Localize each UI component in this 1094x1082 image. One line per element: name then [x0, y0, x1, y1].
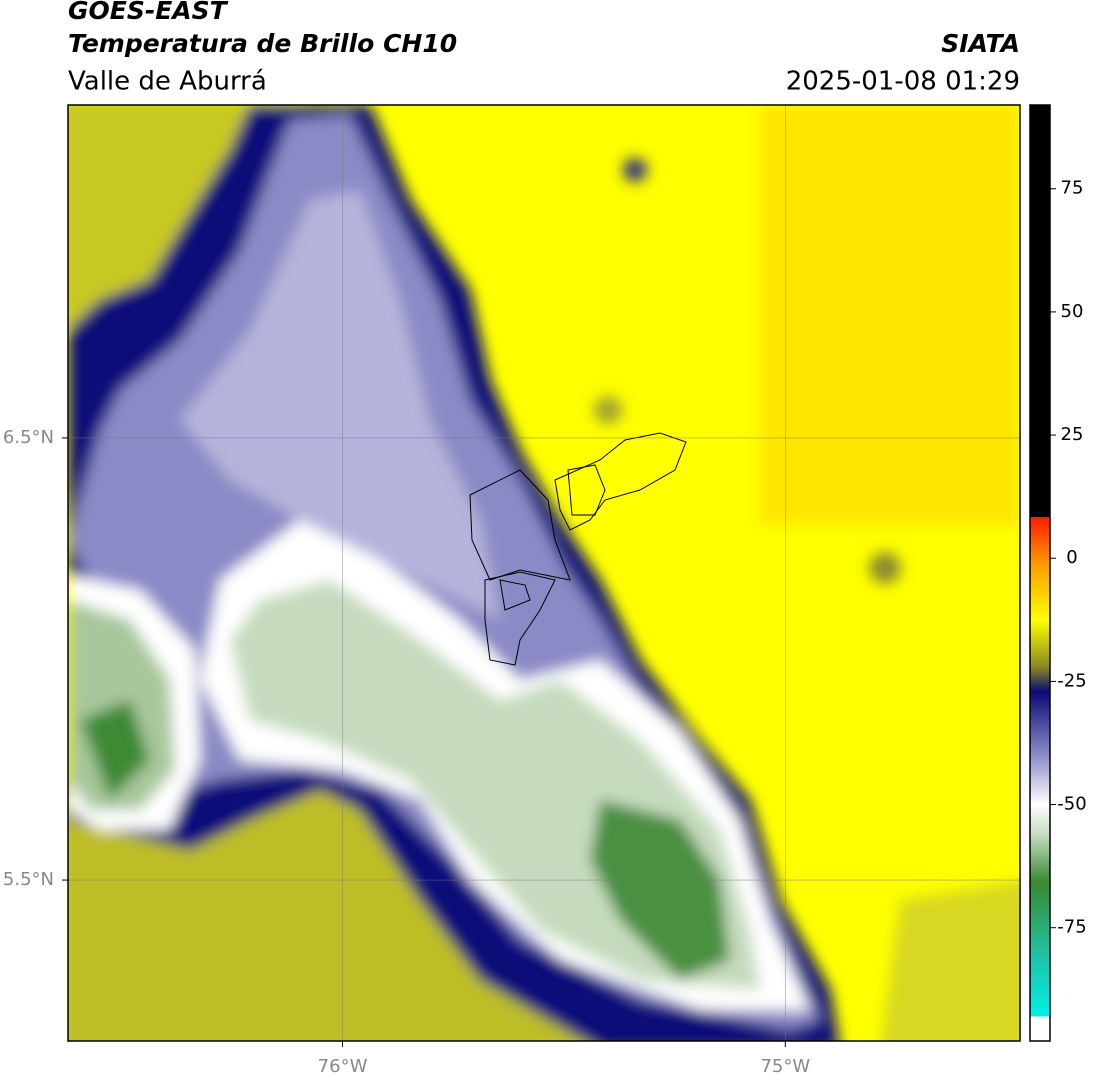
- region: Valle de Aburrá: [68, 67, 267, 97]
- x-tick-label: 75°W: [760, 1056, 810, 1077]
- colorbar-tick-label: -50: [1057, 794, 1086, 815]
- x-tick-label: 76°W: [318, 1056, 368, 1077]
- graticule: [68, 105, 1020, 1041]
- colorbar-tick-label: 75: [1061, 178, 1084, 199]
- map-image: [68, 105, 1020, 1041]
- municipality-outlines: [469, 432, 687, 666]
- source: SIATA: [941, 29, 1020, 58]
- colorbar-tick-label: -75: [1057, 917, 1086, 938]
- y-tick-label: 6.5°N: [3, 427, 54, 448]
- satellite: GOES-EAST: [68, 0, 229, 25]
- colorbar: [1029, 104, 1051, 1042]
- y-tick-label: 5.5°N: [3, 869, 54, 890]
- timestamp: 2025-01-08 01:29: [786, 67, 1020, 97]
- colorbar-tick-label: -25: [1057, 670, 1086, 691]
- map-frame: [67, 104, 1021, 1042]
- colorbar-tick-label: 50: [1061, 301, 1084, 322]
- product: Temperatura de Brillo CH10: [68, 29, 457, 58]
- colorbar-tick-label: 0: [1066, 547, 1077, 568]
- colorbar-tick-label: 25: [1061, 424, 1084, 445]
